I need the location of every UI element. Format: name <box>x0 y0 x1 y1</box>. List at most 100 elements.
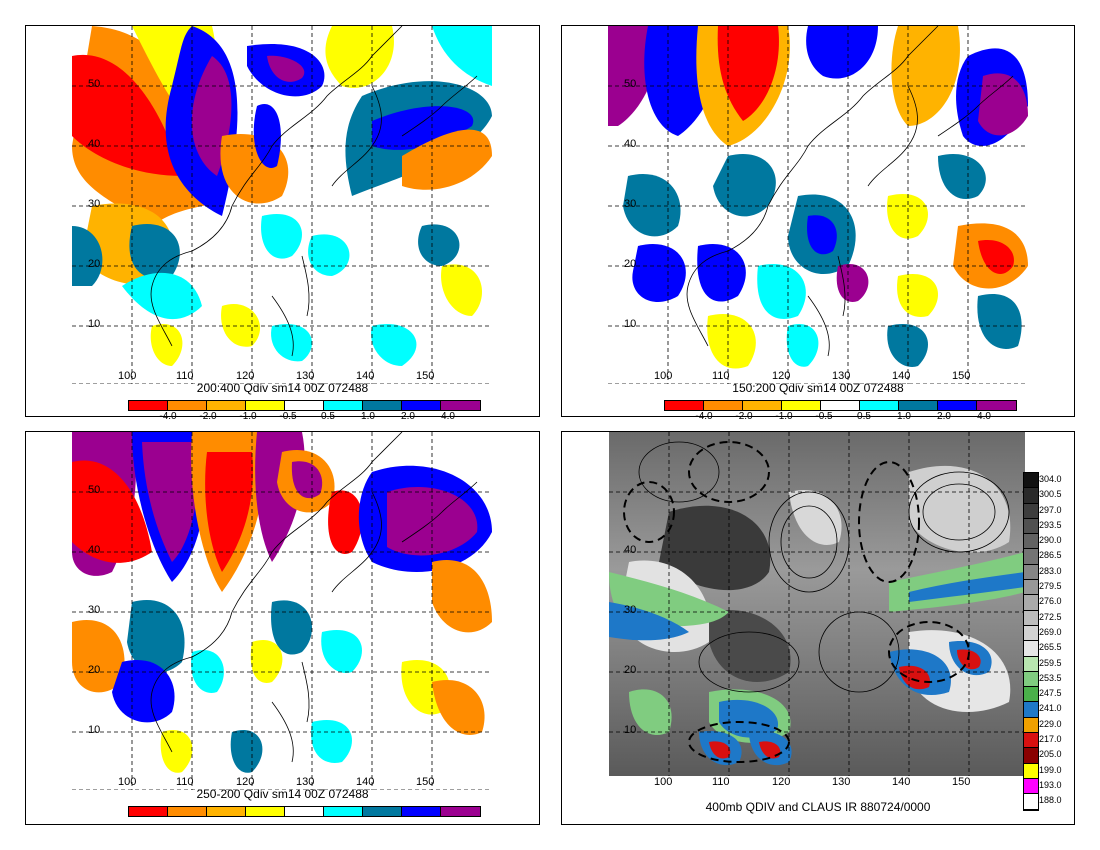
colorbar-label: 4.0 <box>441 411 455 422</box>
lon-label: 100 <box>118 370 137 382</box>
colorbar-label: -2.0 <box>735 411 753 422</box>
colorbar-label: 1.0 <box>361 411 375 422</box>
ir-colorbar-swatch <box>1024 503 1038 519</box>
lon-label: 150 <box>952 370 971 382</box>
ir-colorbar-swatch <box>1024 671 1038 688</box>
colorbar-labels: -4.0 -2.0 -1.0 -0.5 0.5 1.0 2.0 4.0 <box>128 411 490 423</box>
ir-colorbar-label: 193.0 <box>1039 779 1062 790</box>
colorbar-label: -4.0 <box>695 411 713 422</box>
colorbar-swatch <box>168 807 207 816</box>
lat-label: 30 <box>88 198 101 210</box>
colorbar-label: -0.5 <box>279 411 297 422</box>
colorbar-swatch <box>860 401 899 410</box>
lat-label: 20 <box>624 664 637 676</box>
panel-title: 150:200 Qdiv sm14 00Z 072488 <box>732 381 904 395</box>
lon-label: 130 <box>832 776 851 788</box>
lon-label: 140 <box>356 776 375 788</box>
ir-colorbar-swatch <box>1024 610 1038 626</box>
lon-label: 110 <box>176 776 194 788</box>
lat-label: 30 <box>88 604 101 616</box>
lon-label: 120 <box>236 776 255 788</box>
ir-colorbar-swatch <box>1024 518 1038 535</box>
colorbar-swatch <box>402 401 441 410</box>
lat-label: 20 <box>88 258 101 270</box>
ir-colorbar-label: 272.5 <box>1039 611 1062 622</box>
lon-label: 140 <box>892 776 911 788</box>
ir-colorbar-swatch <box>1024 488 1038 504</box>
lat-label: 50 <box>624 78 637 90</box>
ir-colorbar-label: 253.5 <box>1039 672 1062 683</box>
ir-colorbar-label: 229.0 <box>1039 718 1062 729</box>
colorbar-swatch <box>782 401 821 410</box>
colorbar-swatch <box>129 807 168 816</box>
colorbar-swatch <box>246 807 285 816</box>
panel-title: 200:400 Qdiv sm14 00Z 072488 <box>196 381 369 395</box>
ir-colorbar-swatch <box>1024 641 1038 657</box>
map-plot <box>72 432 492 790</box>
panel-title: 250-200 Qdiv sm14 00Z 072488 <box>196 787 369 801</box>
colorbar-label: 4.0 <box>977 411 991 422</box>
colorbar-label: -4.0 <box>159 411 177 422</box>
ir-colorbar-swatch <box>1024 763 1038 779</box>
colorbar-swatch <box>363 807 402 816</box>
lat-label: 40 <box>88 138 101 150</box>
lat-label: 40 <box>624 138 637 150</box>
colorbar-swatch <box>938 401 977 410</box>
lat-label: 10 <box>624 724 637 736</box>
ir-colorbar-swatch <box>1024 595 1038 611</box>
colorbar-swatch <box>402 807 441 816</box>
colorbar-swatch <box>129 401 168 410</box>
ir-colorbar-swatch <box>1024 687 1038 703</box>
lon-label: 130 <box>296 370 315 382</box>
colorbar-label: 2.0 <box>401 411 415 422</box>
colorbar-swatch <box>665 401 704 410</box>
ir-colorbar-label: 205.0 <box>1039 749 1062 760</box>
colorbar-swatch <box>899 401 938 410</box>
ir-colorbar-swatch <box>1024 778 1038 795</box>
colorbar-swatch <box>441 807 480 816</box>
colorbar-swatch <box>821 401 860 410</box>
lat-label: 50 <box>88 78 101 90</box>
ir-colorbar-swatch <box>1024 733 1038 749</box>
colorbar <box>128 806 481 817</box>
shaded-fields <box>72 432 492 773</box>
colorbar-swatch <box>363 401 402 410</box>
colorbar-label: -2.0 <box>199 411 217 422</box>
colorbar-swatch <box>977 401 1016 410</box>
ir-colorbar-swatch <box>1024 549 1038 565</box>
ir-colorbar-swatch <box>1024 717 1038 734</box>
colorbar <box>128 400 481 411</box>
panel-qdiv-claus-ir: 40 30 20 10 100 110 120 130 140 150 400m… <box>561 431 1075 825</box>
graticule <box>72 26 492 384</box>
lat-label: 10 <box>624 318 637 330</box>
colorbar-label: 0.5 <box>321 411 335 422</box>
lat-label: 20 <box>624 258 637 270</box>
lon-label: 110 <box>712 370 730 382</box>
shaded-fields <box>72 26 492 366</box>
ir-colorbar-label: 265.5 <box>1039 642 1062 653</box>
ir-colorbar-label: 188.0 <box>1039 795 1062 806</box>
colorbar-swatch <box>324 401 363 410</box>
ir-colorbar-swatch <box>1024 564 1038 581</box>
lon-label: 150 <box>416 776 435 788</box>
panel-qdiv-150-200: 50 40 30 20 10 100 110 120 130 140 150 1… <box>561 25 1075 422</box>
colorbar-label: -1.0 <box>775 411 793 422</box>
ir-colorbar-swatch <box>1024 794 1038 810</box>
lon-label: 100 <box>654 776 673 788</box>
lat-label: 10 <box>88 318 101 330</box>
panel-title: 400mb QDIV and CLAUS IR 880724/0000 <box>705 800 931 814</box>
ir-colorbar-swatch <box>1024 748 1038 764</box>
panel-qdiv-200-400: 50 40 30 20 10 100 110 120 130 140 150 2… <box>25 25 540 422</box>
colorbar-labels: -4.0 -2.0 -1.0 -0.5 0.5 1.0 2.0 4.0 <box>664 411 1026 423</box>
lon-label: 130 <box>832 370 851 382</box>
graticule <box>609 432 1025 776</box>
ir-colorbar-label: 199.0 <box>1039 764 1062 775</box>
colorbar-label: -0.5 <box>815 411 833 422</box>
lat-label: 10 <box>88 724 101 736</box>
lon-label: 100 <box>654 370 673 382</box>
lon-label: 110 <box>176 370 194 382</box>
ir-colorbar-swatch <box>1024 580 1038 596</box>
colorbar-swatch <box>743 401 782 410</box>
lon-label: 130 <box>296 776 315 788</box>
lon-label: 110 <box>712 776 730 788</box>
